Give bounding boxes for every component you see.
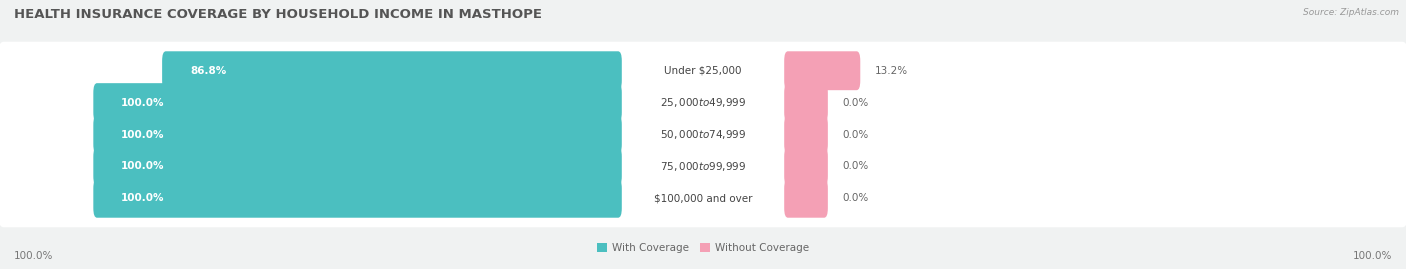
FancyBboxPatch shape xyxy=(93,83,621,122)
Text: 100.0%: 100.0% xyxy=(14,251,53,261)
Text: 100.0%: 100.0% xyxy=(1353,251,1392,261)
FancyBboxPatch shape xyxy=(0,74,1406,132)
FancyBboxPatch shape xyxy=(0,42,1406,100)
FancyBboxPatch shape xyxy=(785,115,828,154)
FancyBboxPatch shape xyxy=(162,51,621,90)
Text: 100.0%: 100.0% xyxy=(121,129,165,140)
FancyBboxPatch shape xyxy=(93,147,621,186)
Text: $75,000 to $99,999: $75,000 to $99,999 xyxy=(659,160,747,173)
FancyBboxPatch shape xyxy=(785,83,828,122)
Text: 100.0%: 100.0% xyxy=(121,98,165,108)
Text: 100.0%: 100.0% xyxy=(121,193,165,203)
FancyBboxPatch shape xyxy=(0,105,1406,164)
Text: Source: ZipAtlas.com: Source: ZipAtlas.com xyxy=(1303,8,1399,17)
Text: HEALTH INSURANCE COVERAGE BY HOUSEHOLD INCOME IN MASTHOPE: HEALTH INSURANCE COVERAGE BY HOUSEHOLD I… xyxy=(14,8,543,21)
FancyBboxPatch shape xyxy=(93,115,621,154)
Text: 100.0%: 100.0% xyxy=(121,161,165,171)
Text: 0.0%: 0.0% xyxy=(842,161,869,171)
Text: Under $25,000: Under $25,000 xyxy=(664,66,742,76)
FancyBboxPatch shape xyxy=(785,51,860,90)
Text: 0.0%: 0.0% xyxy=(842,129,869,140)
Legend: With Coverage, Without Coverage: With Coverage, Without Coverage xyxy=(596,243,810,253)
Text: $100,000 and over: $100,000 and over xyxy=(654,193,752,203)
Text: 0.0%: 0.0% xyxy=(842,193,869,203)
Text: $50,000 to $74,999: $50,000 to $74,999 xyxy=(659,128,747,141)
Text: 0.0%: 0.0% xyxy=(842,98,869,108)
Text: 86.8%: 86.8% xyxy=(190,66,226,76)
FancyBboxPatch shape xyxy=(785,179,828,218)
FancyBboxPatch shape xyxy=(0,137,1406,195)
Text: 13.2%: 13.2% xyxy=(875,66,908,76)
Text: $25,000 to $49,999: $25,000 to $49,999 xyxy=(659,96,747,109)
FancyBboxPatch shape xyxy=(785,147,828,186)
FancyBboxPatch shape xyxy=(93,179,621,218)
FancyBboxPatch shape xyxy=(0,169,1406,227)
